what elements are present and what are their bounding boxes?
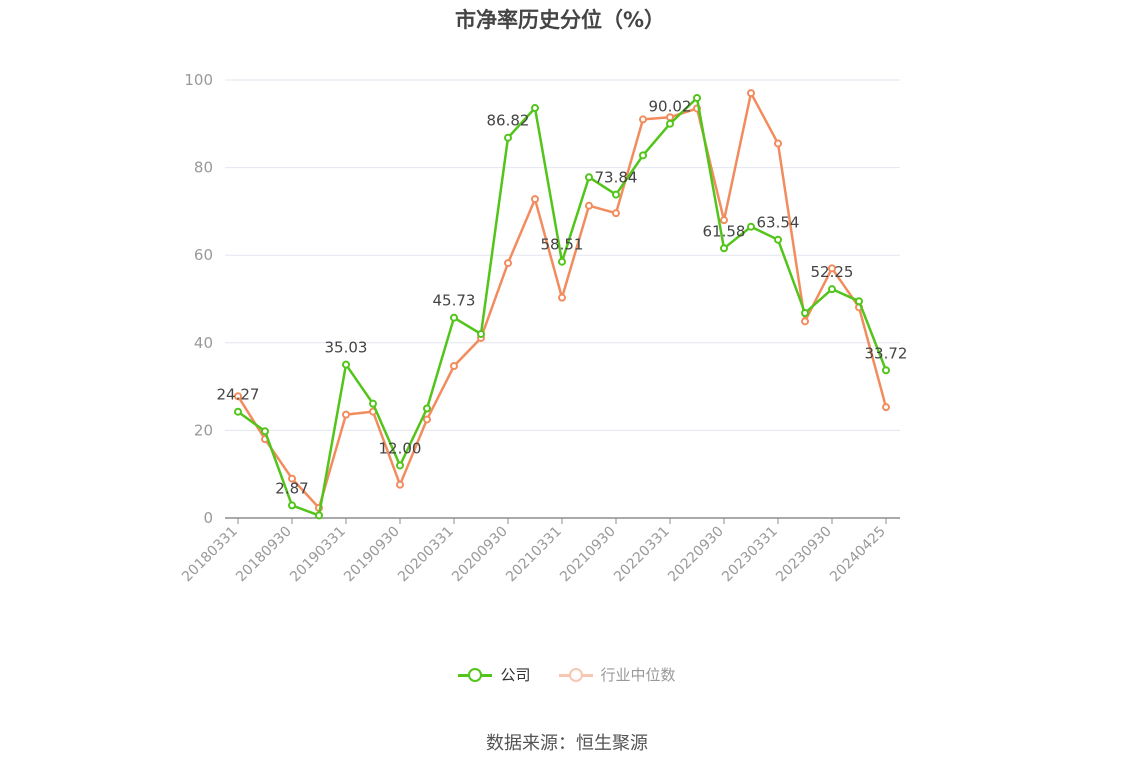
data-label: 58.51 [541,236,584,254]
data-point [585,173,593,182]
data-point [234,392,242,401]
source-note: 数据来源：恒生聚源 [486,733,648,754]
data-point [396,461,404,470]
data-point [639,115,647,124]
x-tick-label: 20180331 [179,524,241,586]
y-tick-label: 40 [194,334,213,352]
data-point [531,104,539,113]
x-tick-label: 20230930 [773,524,835,586]
x-tick-label: 20180930 [233,524,295,586]
data-label: 35.03 [325,339,368,357]
data-label: 24.27 [217,386,260,404]
x-tick-label: 20220331 [611,524,673,586]
data-point [450,313,458,322]
legend-item[interactable]: 公司 [458,664,531,685]
data-label: 12.00 [379,439,422,457]
data-label: 63.54 [757,214,800,232]
data-point [774,139,782,148]
x-tick-label: 20200331 [395,524,457,586]
data-point [315,511,323,520]
chart-title: 市净率历史分位（%） [454,8,666,32]
data-label: 73.84 [595,169,638,187]
y-tick-label: 100 [184,71,213,89]
data-point [666,119,674,128]
y-tick-label: 80 [194,159,213,177]
data-label: 90.02 [649,98,692,116]
data-point [342,360,350,369]
data-point [450,362,458,371]
legend-item[interactable]: 行业中位数 [558,664,676,685]
data-point [477,330,485,339]
y-tick-label: 0 [203,509,213,527]
data-label: 33.72 [865,344,908,362]
y-tick-label: 60 [194,246,213,264]
data-point [369,399,377,408]
data-point [747,222,755,231]
data-point [531,195,539,204]
data-point [504,259,512,268]
data-point [720,244,728,253]
data-point [585,201,593,210]
data-point [774,235,782,244]
data-point [234,407,242,416]
data-point [882,366,890,375]
data-point [747,89,755,98]
x-tick-label: 20230331 [719,524,781,586]
data-label: 52.25 [811,263,854,281]
data-point [558,293,566,302]
legend: 公司 行业中位数 [0,664,1134,685]
data-point [720,216,728,225]
x-tick-label: 20210331 [503,524,565,586]
x-tick-label: 20210930 [557,524,619,586]
data-label: 45.73 [433,292,476,310]
data-point [612,190,620,199]
x-tick-label: 20190930 [341,524,403,586]
legend-marker-icon [458,667,493,683]
data-point [423,404,431,413]
data-point [558,257,566,266]
data-point [423,415,431,424]
data-point [396,480,404,489]
data-label: 2.87 [275,479,308,497]
data-point [342,410,350,419]
data-label: 61.58 [703,222,746,240]
data-label: 86.82 [487,112,530,130]
y-tick-label: 20 [194,421,213,439]
data-point [855,297,863,306]
legend-label: 公司 [500,666,531,684]
data-point [882,403,890,412]
legend-marker-icon [558,667,593,683]
data-point [828,285,836,294]
data-point [828,264,836,273]
data-point [261,427,269,436]
x-tick-label: 20190331 [287,524,349,586]
data-point [288,474,296,483]
data-point [801,309,809,318]
data-point [693,93,701,102]
x-tick-label: 20240425 [827,524,889,586]
x-tick-label: 20200930 [449,524,511,586]
data-point [612,209,620,218]
x-tick-label: 20220930 [665,524,727,586]
line-chart: 0 20 40 60 80 100 2018033120180930201903312019… [179,71,908,586]
data-point [801,317,809,326]
legend-label: 行业中位数 [600,666,676,684]
data-point [639,151,647,160]
data-point [504,133,512,142]
data-point [288,501,296,510]
